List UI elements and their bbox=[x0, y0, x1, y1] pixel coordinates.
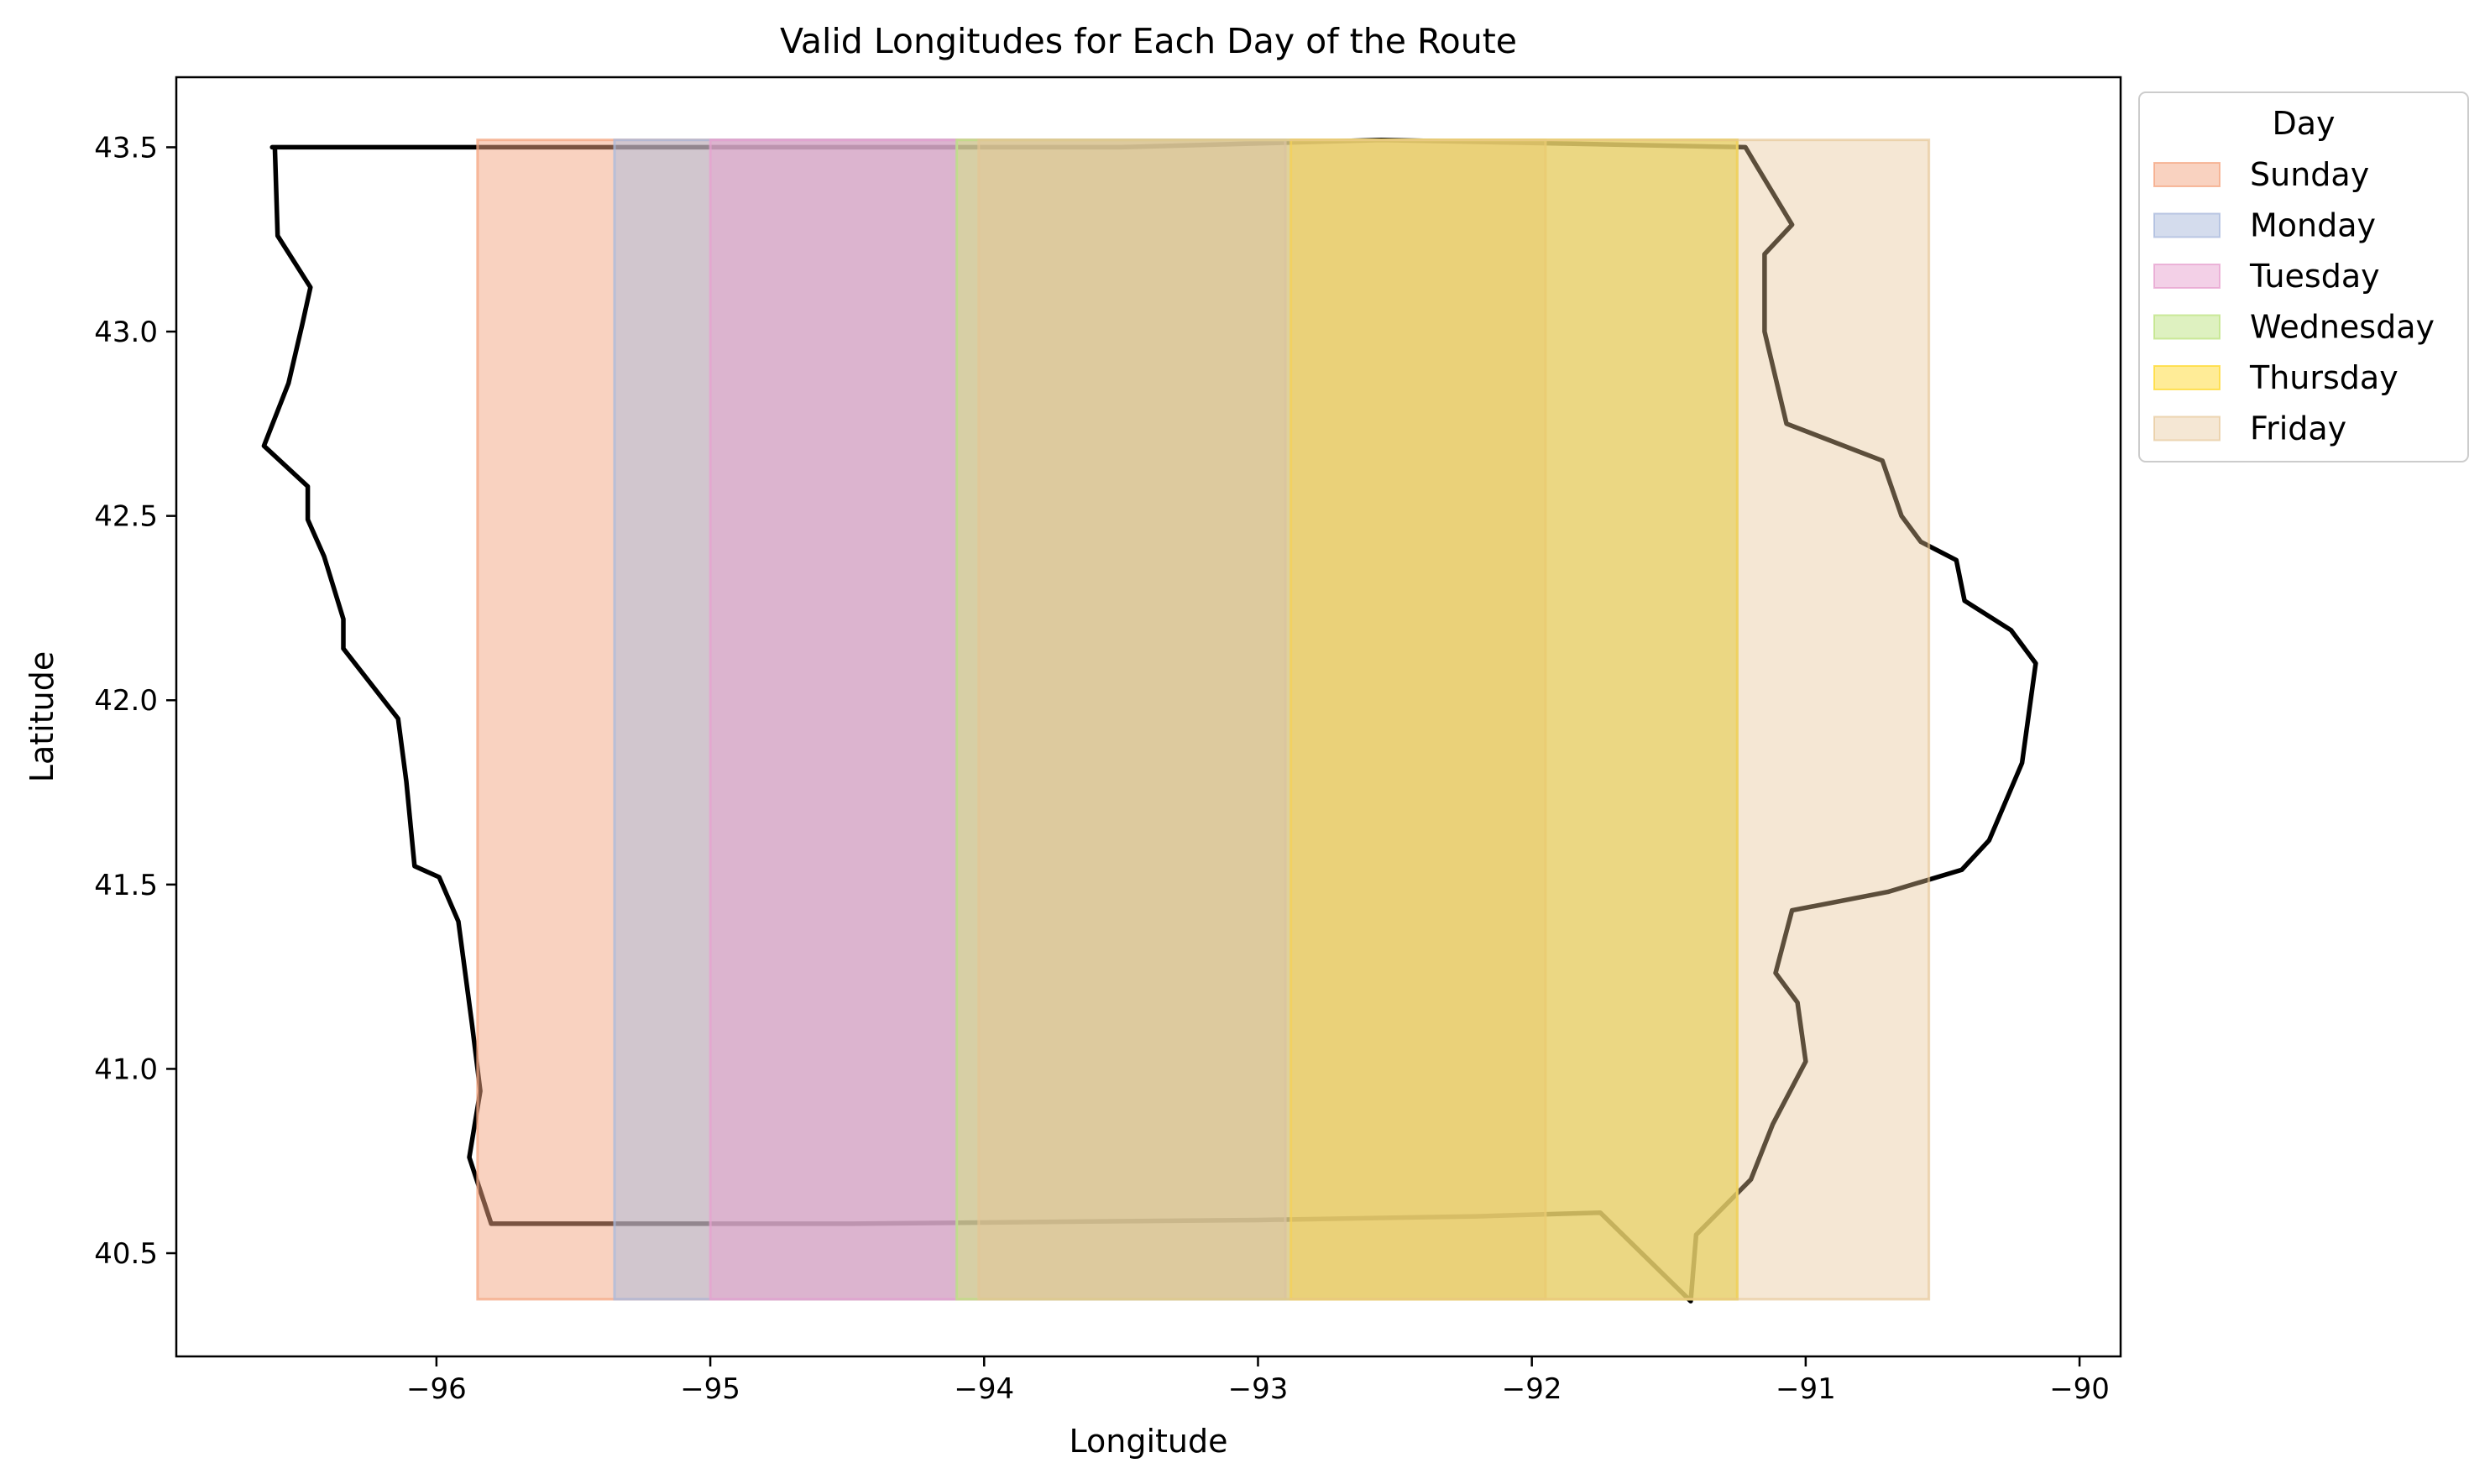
legend-label-sunday: Sunday bbox=[2250, 156, 2369, 193]
y-tick-label: 42.0 bbox=[94, 684, 158, 718]
legend-items: Sunday Monday Tuesday Wednesday Thursday Frid… bbox=[2153, 156, 2435, 447]
legend-swatch-monday bbox=[2153, 212, 2221, 238]
x-axis-ticks: −96 −95 −94 −93 −92 −91 −90 bbox=[406, 1356, 2110, 1406]
y-tick-label: 43.5 bbox=[94, 131, 158, 165]
y-tick-label: 42.5 bbox=[94, 500, 158, 534]
y-axis-ticks: 40.5 41.0 41.5 42.0 42.5 43.0 43.5 bbox=[94, 131, 176, 1271]
legend-swatch-thursday bbox=[2153, 365, 2221, 390]
y-tick-label: 41.5 bbox=[94, 869, 158, 902]
legend-swatch-sunday bbox=[2153, 162, 2221, 187]
y-tick-label: 40.5 bbox=[94, 1237, 158, 1271]
legend-swatch-friday bbox=[2153, 415, 2221, 442]
day-bands bbox=[476, 138, 1931, 1301]
legend-swatch-wednesday bbox=[2153, 314, 2221, 340]
band-thursday bbox=[1289, 138, 1739, 1301]
x-tick-label: −91 bbox=[1776, 1372, 1836, 1406]
y-tick-label: 41.0 bbox=[94, 1053, 158, 1086]
legend-label-friday: Friday bbox=[2250, 410, 2346, 447]
x-tick-label: −95 bbox=[680, 1372, 740, 1406]
chart-title: Valid Longitudes for Each Day of the Rou… bbox=[780, 21, 1517, 61]
legend-label-thursday: Thursday bbox=[2249, 359, 2398, 396]
legend-frame bbox=[2138, 91, 2469, 462]
x-tick-label: −96 bbox=[406, 1372, 467, 1406]
x-tick-label: −92 bbox=[1502, 1372, 1562, 1406]
x-tick-label: −94 bbox=[954, 1372, 1014, 1406]
legend-label-monday: Monday bbox=[2250, 207, 2376, 244]
legend-label-wednesday: Wednesday bbox=[2250, 309, 2435, 346]
legend-label-tuesday: Tuesday bbox=[2249, 258, 2380, 295]
y-tick-label: 43.0 bbox=[94, 316, 158, 349]
x-axis-label: Longitude bbox=[1070, 1423, 1228, 1460]
axes-frame bbox=[175, 76, 2122, 1358]
legend-swatch-tuesday bbox=[2153, 264, 2221, 289]
band-friday bbox=[977, 138, 1931, 1301]
legend: Day Sunday Monday Tuesday Wednesday Thursday… bbox=[2138, 91, 2469, 462]
x-tick-label: −90 bbox=[2049, 1372, 2110, 1406]
y-axis-label: Latitude bbox=[24, 651, 60, 782]
x-tick-label: −93 bbox=[1228, 1372, 1289, 1406]
legend-title: Day bbox=[2272, 105, 2335, 142]
